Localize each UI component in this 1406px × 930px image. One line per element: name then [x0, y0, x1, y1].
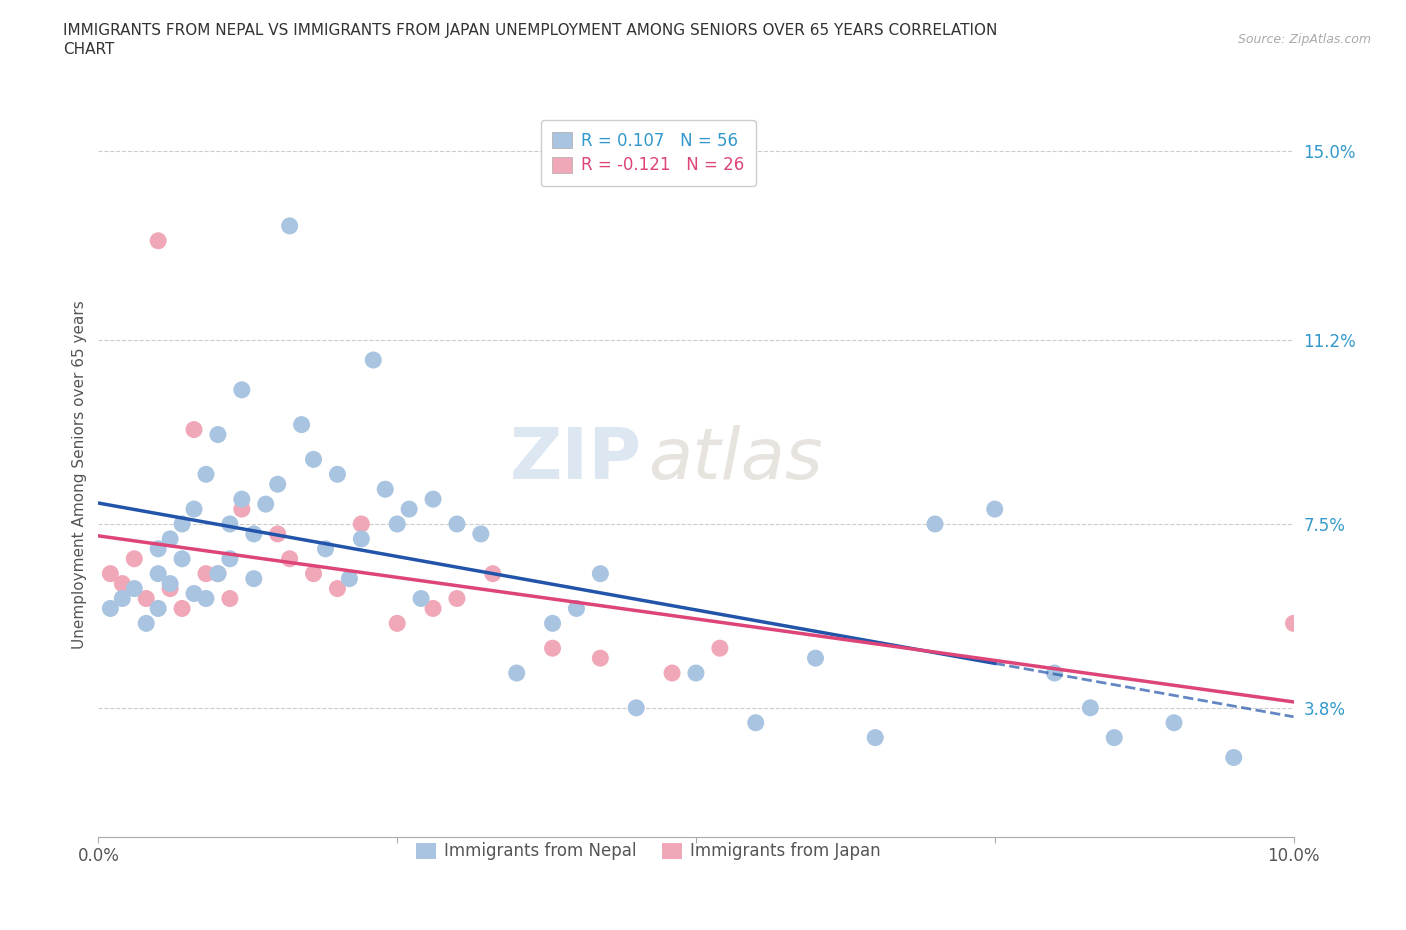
Point: [565, 601, 588, 616]
Point: [148, 566, 170, 581]
Point: [385, 616, 409, 631]
Point: [219, 516, 242, 531]
Point: [98, 601, 122, 616]
Point: [661, 666, 683, 681]
Point: [924, 516, 946, 531]
Point: [398, 501, 420, 516]
Point: [219, 591, 242, 606]
Point: [219, 551, 242, 566]
Point: [326, 467, 349, 482]
Point: [135, 616, 157, 631]
Point: [482, 566, 505, 581]
Point: [267, 477, 290, 492]
Point: [470, 526, 492, 541]
Point: [1104, 730, 1126, 745]
Y-axis label: Unemployment Among Seniors over 65 years: Unemployment Among Seniors over 65 years: [72, 300, 87, 649]
Text: CHART: CHART: [63, 42, 115, 57]
Point: [589, 566, 612, 581]
Point: [363, 352, 385, 367]
Point: [350, 516, 373, 531]
Point: [411, 591, 433, 606]
Point: [541, 616, 564, 631]
Point: [111, 591, 134, 606]
Point: [207, 566, 229, 581]
Point: [124, 551, 146, 566]
Point: [172, 551, 194, 566]
Point: [148, 541, 170, 556]
Point: [422, 492, 444, 507]
Point: [589, 651, 612, 666]
Point: [124, 581, 146, 596]
Point: [278, 551, 301, 566]
Point: [159, 581, 181, 596]
Point: [207, 566, 229, 581]
Point: [159, 531, 181, 546]
Text: IMMIGRANTS FROM NEPAL VS IMMIGRANTS FROM JAPAN UNEMPLOYMENT AMONG SENIORS OVER 6: IMMIGRANTS FROM NEPAL VS IMMIGRANTS FROM…: [63, 23, 998, 38]
Point: [243, 571, 266, 586]
Point: [183, 586, 205, 601]
Point: [172, 516, 194, 531]
Point: [278, 219, 301, 233]
Point: [207, 427, 229, 442]
Point: [984, 501, 1007, 516]
Point: [135, 591, 157, 606]
Point: [98, 566, 122, 581]
Point: [506, 666, 529, 681]
Point: [195, 591, 218, 606]
Point: [148, 601, 170, 616]
Point: [1080, 700, 1102, 715]
Point: [339, 571, 361, 586]
Point: [183, 422, 205, 437]
Point: [254, 497, 277, 512]
Text: ZIP: ZIP: [510, 425, 643, 494]
Point: [374, 482, 396, 497]
Point: [315, 541, 337, 556]
Point: [172, 601, 194, 616]
Text: Source: ZipAtlas.com: Source: ZipAtlas.com: [1237, 33, 1371, 46]
Point: [183, 501, 205, 516]
Point: [804, 651, 827, 666]
Point: [231, 492, 253, 507]
Point: [302, 452, 325, 467]
Point: [302, 566, 325, 581]
Point: [1282, 616, 1305, 631]
Point: [1223, 751, 1246, 765]
Point: [111, 577, 134, 591]
Point: [685, 666, 707, 681]
Point: [326, 581, 349, 596]
Point: [446, 516, 468, 531]
Text: atlas: atlas: [648, 425, 823, 494]
Point: [231, 501, 253, 516]
Point: [350, 531, 373, 546]
Point: [709, 641, 731, 656]
Point: [745, 715, 768, 730]
Point: [195, 467, 218, 482]
Point: [148, 233, 170, 248]
Point: [865, 730, 887, 745]
Point: [291, 418, 314, 432]
Point: [541, 641, 564, 656]
Point: [422, 601, 444, 616]
Point: [267, 526, 290, 541]
Point: [231, 382, 253, 397]
Point: [626, 700, 648, 715]
Point: [385, 516, 409, 531]
Point: [1163, 715, 1185, 730]
Point: [243, 526, 266, 541]
Point: [446, 591, 468, 606]
Point: [1043, 666, 1066, 681]
Point: [195, 566, 218, 581]
Point: [159, 577, 181, 591]
Legend: Immigrants from Nepal, Immigrants from Japan: Immigrants from Nepal, Immigrants from J…: [408, 834, 889, 869]
